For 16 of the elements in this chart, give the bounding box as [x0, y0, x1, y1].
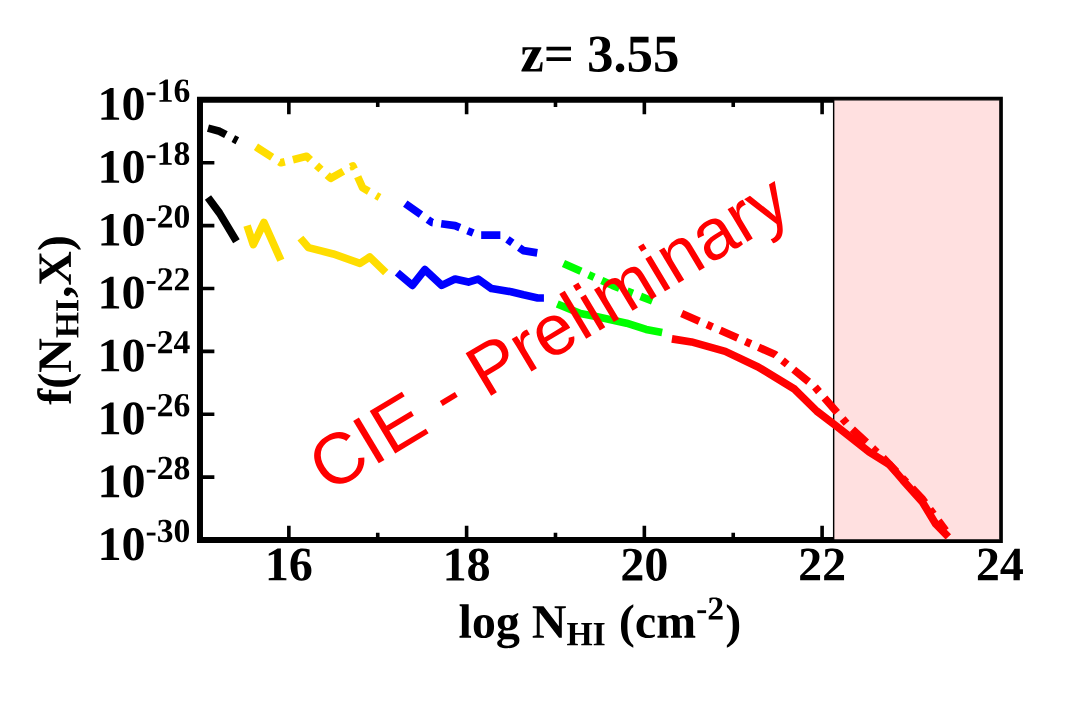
- y-tick-label: 10$^{-30}$: [101, 519, 190, 561]
- y-tick-label: 10$^{-16}$: [101, 79, 190, 121]
- x-tick-label: 18: [446, 548, 489, 581]
- y-axis-title: f(N$_{HI}$,X): [37, 237, 82, 405]
- y-tick-label: 10$^{-18}$: [101, 142, 190, 184]
- chart-title: z= 3.55: [521, 36, 678, 73]
- x-axis-title: log N$_{HI}$ (cm$^{-2}$): [459, 597, 740, 649]
- x-tick-label: 20: [622, 548, 667, 581]
- x-tick-label: 22: [800, 548, 845, 581]
- x-tick-label: 24: [977, 548, 1023, 581]
- y-tick-label: 10$^{-26}$: [101, 393, 190, 435]
- y-tick-label: 10$^{-28}$: [101, 456, 190, 498]
- y-tick-label: 10$^{-20}$: [101, 205, 190, 247]
- y-tick-label: 10$^{-22}$: [101, 268, 189, 309]
- x-tick-label: 16: [268, 548, 312, 581]
- y-tick-label: 10$^{-24}$: [101, 331, 190, 372]
